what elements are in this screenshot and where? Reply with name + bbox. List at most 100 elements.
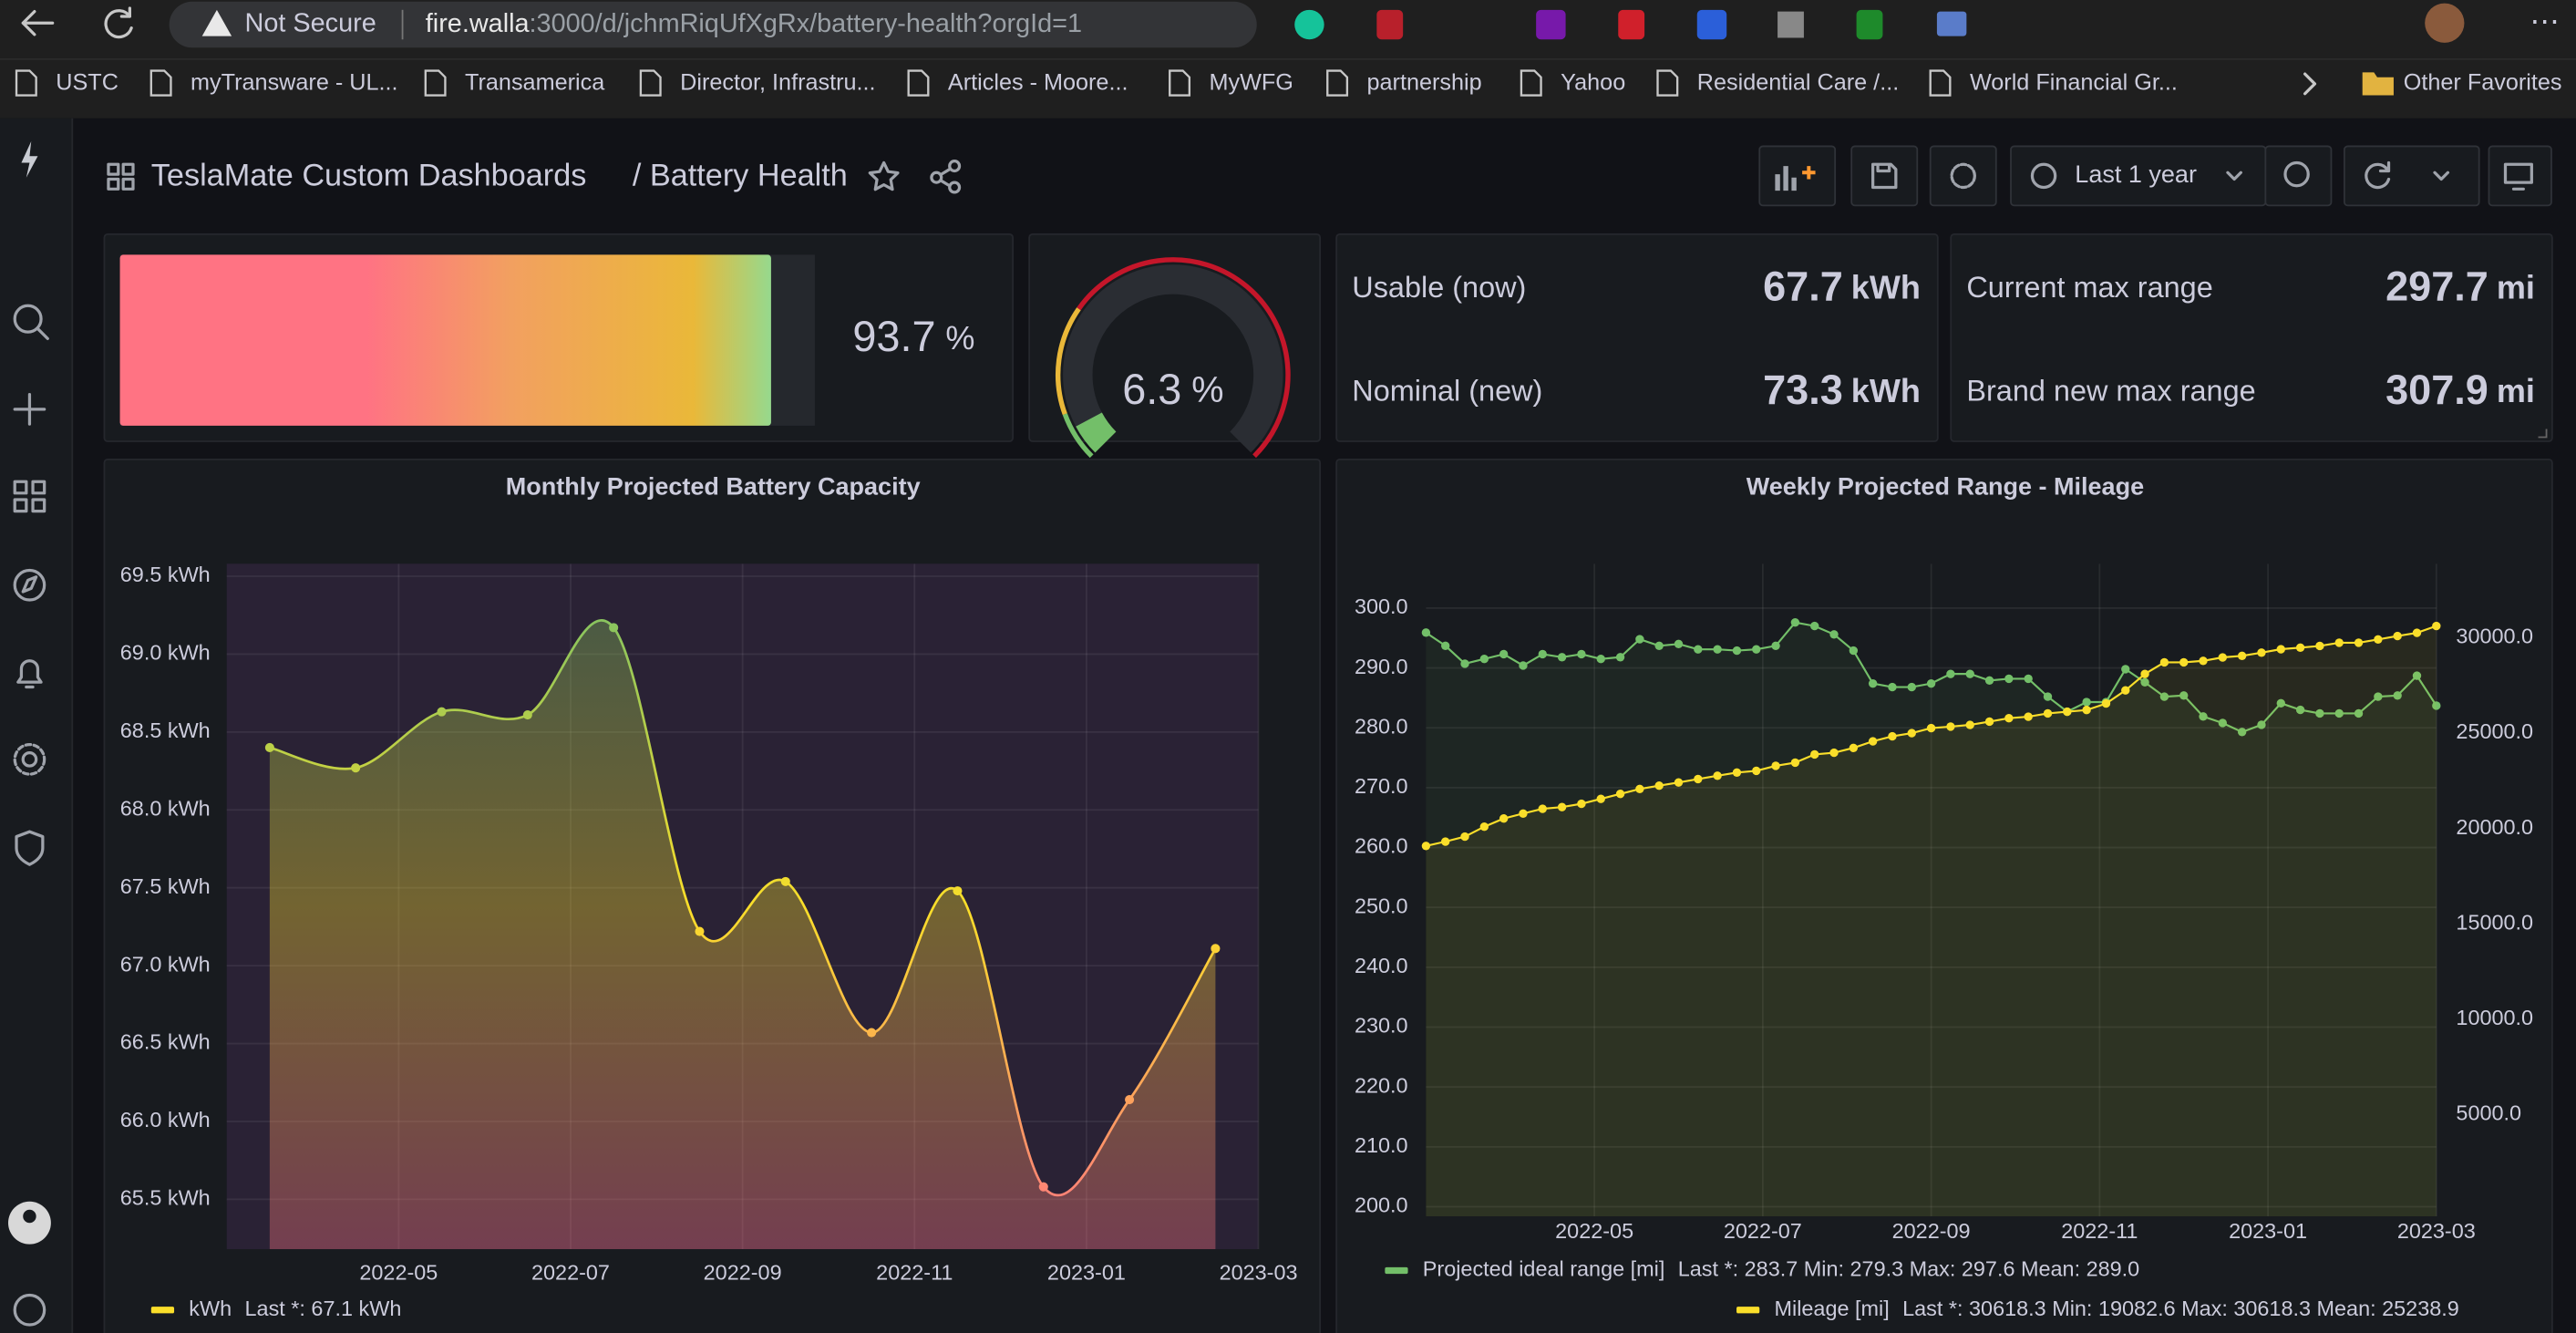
point — [1557, 802, 1567, 811]
y-tick-label: 260.0 — [1355, 834, 1408, 858]
point — [2237, 651, 2247, 661]
bookmark[interactable]: Director, Infrastru... — [680, 70, 875, 96]
point — [2218, 653, 2228, 662]
bookmark-icon — [424, 69, 447, 97]
other-favorites[interactable]: Other Favorites — [2404, 70, 2562, 96]
x-tick-label: 2022-11 — [2061, 1219, 2138, 1243]
tv-mode-button[interactable] — [2488, 145, 2552, 207]
y2-tick-label: 15000.0 — [2456, 910, 2533, 934]
x-tick-label: 2023-03 — [2397, 1219, 2476, 1243]
y2-tick-label: 20000.0 — [2456, 815, 2533, 839]
save-button[interactable] — [1850, 145, 1919, 207]
point — [2295, 643, 2305, 653]
point — [2334, 708, 2344, 718]
value: 73.3 — [1763, 367, 1843, 413]
x-tick-label: 2022-07 — [1724, 1219, 1802, 1243]
point — [2101, 698, 2111, 708]
point — [1771, 761, 1780, 770]
x-tick-label: 2023-01 — [2229, 1219, 2307, 1243]
legend-entry[interactable]: kWh Last *: 67.1 kWh — [189, 1297, 401, 1320]
bookmark[interactable]: myTransware - UL... — [191, 70, 397, 96]
bookmark[interactable]: USTC — [56, 70, 118, 96]
point — [1907, 682, 1916, 692]
warning-icon — [201, 9, 232, 36]
dashboard-title[interactable]: / Battery Health — [633, 159, 848, 193]
legend-name: kWh — [189, 1297, 232, 1320]
x-tick-label: 2023-01 — [1047, 1260, 1126, 1284]
legend-entry[interactable]: Projected ideal range [mi] Last *: 283.7 … — [1423, 1257, 2139, 1281]
point — [1421, 628, 1431, 637]
stat-label: Current max range — [1966, 271, 2212, 304]
point — [2393, 631, 2402, 641]
point — [1538, 649, 1547, 659]
y-tick-label: 250.0 — [1355, 894, 1408, 917]
point — [2121, 686, 2130, 695]
point — [1849, 646, 1859, 656]
point — [2140, 677, 2149, 687]
point — [1479, 822, 1489, 832]
bookmark[interactable]: MyWFG — [1209, 70, 1293, 96]
unit: mi — [2497, 268, 2535, 305]
x-tick-label: 2022-09 — [1892, 1219, 1971, 1243]
point — [2374, 635, 2383, 645]
folder-title[interactable]: TeslaMate Custom Dashboards — [151, 159, 587, 193]
bookmark-icon — [907, 69, 930, 97]
point — [1868, 737, 1878, 746]
point — [351, 763, 361, 773]
point — [2199, 656, 2208, 666]
point — [1713, 771, 1722, 780]
point — [1479, 655, 1489, 664]
legend-entry[interactable]: Mileage [mi] Last *: 30618.3 Min: 19082.6… — [1774, 1297, 2458, 1320]
y-tick-label: 68.5 kWh — [120, 718, 211, 742]
stat-label: Brand new max range — [1966, 374, 2255, 407]
point — [264, 742, 274, 752]
refresh-dashboard-button[interactable] — [2343, 145, 2480, 207]
unit: % — [1191, 370, 1223, 410]
point — [2276, 645, 2285, 654]
chart-title: Weekly Projected Range - Mileage — [1747, 473, 2144, 501]
area — [269, 620, 1216, 1250]
bookmark-icon — [1326, 69, 1349, 97]
point — [2179, 657, 2189, 667]
share-button[interactable] — [930, 160, 962, 194]
point — [1926, 723, 1936, 733]
point — [1790, 617, 1800, 627]
more-bookmarks[interactable] — [2303, 72, 2317, 96]
point — [2432, 701, 2441, 710]
bookmark[interactable]: Transamerica — [465, 70, 605, 96]
y-tick-label: 67.5 kWh — [120, 874, 211, 898]
grafana-logo[interactable] — [21, 141, 38, 178]
point — [2354, 708, 2364, 718]
bookmark[interactable]: Yahoo — [1561, 70, 1625, 96]
address-bar[interactable] — [169, 1, 1257, 48]
point — [1125, 1095, 1135, 1105]
add-panel-button[interactable] — [1758, 145, 1837, 207]
time-range[interactable]: Last 1 year — [2075, 160, 2197, 188]
y-tick-label: 210.0 — [1355, 1133, 1408, 1157]
url-host: fire.walla — [426, 9, 531, 38]
zoom-out-button[interactable] — [2264, 145, 2333, 207]
unit: kWh — [1851, 371, 1921, 408]
refresh-button[interactable] — [104, 6, 133, 39]
back-button[interactable] — [21, 9, 55, 36]
unit: % — [945, 319, 974, 356]
point — [2004, 674, 2014, 684]
point — [1771, 641, 1780, 650]
bookmark[interactable]: World Financial Gr... — [1970, 70, 2178, 96]
bookmark[interactable]: Residential Care /... — [1697, 70, 1899, 96]
point — [2334, 638, 2344, 647]
point — [1946, 669, 1955, 678]
gauge-threshold — [1056, 307, 1081, 416]
menu-button[interactable]: ⋯ — [2530, 5, 2560, 37]
star-button[interactable] — [868, 160, 900, 191]
y-tick-label: 65.5 kWh — [120, 1186, 211, 1210]
bookmark-icon — [639, 69, 662, 97]
bookmark[interactable]: partnership — [1367, 70, 1482, 96]
url-path: :3000/d/jchmRiqUfXgRx/battery-health?org… — [530, 9, 1082, 38]
bookmark[interactable]: Articles - Moore... — [948, 70, 1128, 96]
point — [953, 886, 963, 896]
point — [1888, 731, 1897, 741]
settings-button[interactable] — [1929, 145, 1997, 207]
